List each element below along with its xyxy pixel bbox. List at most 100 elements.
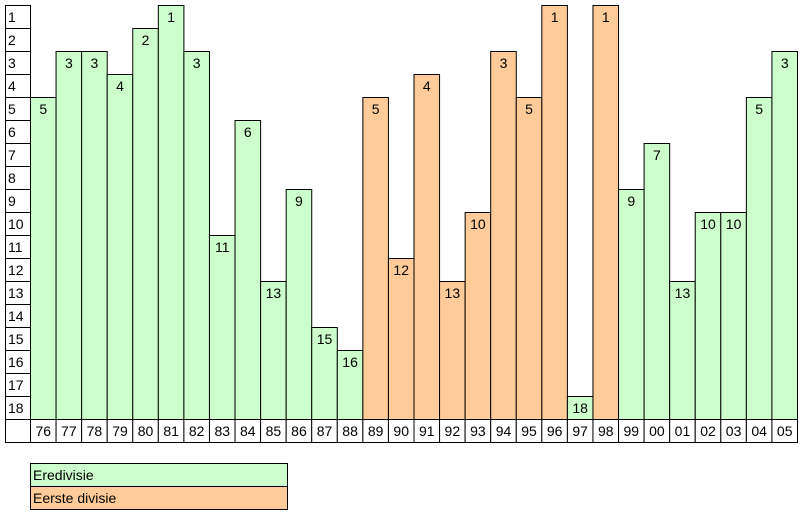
bar-value-label: 16 — [342, 354, 358, 370]
x-tick-label: 96 — [547, 423, 563, 439]
legend-label: Eredivisie — [33, 467, 94, 483]
y-tick-label: 12 — [8, 262, 24, 278]
bar-value-label: 15 — [317, 331, 333, 347]
bar-value-label: 18 — [572, 400, 588, 416]
y-tick-label: 7 — [8, 147, 16, 163]
bar-77 — [55, 51, 83, 420]
bar-value-label: 13 — [675, 285, 691, 301]
bar-95 — [515, 97, 543, 420]
x-tick-label: 85 — [266, 423, 282, 439]
x-tick-label: 81 — [163, 423, 179, 439]
bar-91 — [413, 74, 441, 420]
bar-86 — [285, 189, 313, 420]
bar-83 — [208, 235, 236, 420]
y-tick-label: 6 — [8, 124, 16, 140]
bar-value-label: 2 — [142, 32, 150, 48]
y-tick-label: 15 — [8, 331, 24, 347]
bar-value-label: 4 — [423, 78, 431, 94]
x-tick-label: 88 — [342, 423, 358, 439]
bar-94 — [490, 51, 517, 420]
bar-78 — [81, 51, 108, 420]
bar-79 — [106, 74, 134, 420]
bar-00 — [643, 143, 671, 420]
bar-value-label: 3 — [500, 55, 508, 71]
bar-value-label: 1 — [551, 9, 559, 25]
bar-85 — [260, 281, 287, 420]
x-tick-label: 80 — [138, 423, 154, 439]
bar-value-label: 9 — [627, 193, 635, 209]
bar-01 — [669, 281, 696, 420]
bar-value-label: 5 — [372, 101, 380, 117]
x-tick-label: 76 — [35, 423, 51, 439]
x-tick-label: 79 — [112, 423, 128, 439]
x-tick-label: 87 — [317, 423, 333, 439]
bar-value-label: 11 — [215, 239, 230, 255]
x-tick-label: 94 — [496, 423, 512, 439]
x-tick-label: 83 — [214, 423, 230, 439]
bar-81 — [157, 5, 185, 420]
x-tick-label: 99 — [624, 423, 640, 439]
bar-88 — [336, 350, 364, 420]
x-tick-label: 97 — [572, 423, 588, 439]
x-tick-label: 92 — [445, 423, 461, 439]
bar-value-label: 3 — [65, 55, 73, 71]
bar-93 — [464, 212, 492, 420]
x-tick-label: 89 — [368, 423, 384, 439]
x-tick-label: 02 — [700, 423, 716, 439]
x-tick-label: 98 — [598, 423, 614, 439]
y-tick-label: 9 — [8, 193, 16, 209]
bar-value-label: 5 — [755, 101, 763, 117]
x-tick-label: 86 — [291, 423, 307, 439]
y-tick-label: 1 — [8, 9, 16, 25]
y-tick-label: 16 — [8, 354, 24, 370]
x-tick-label: 78 — [87, 423, 103, 439]
bar-76 — [30, 97, 57, 420]
y-tick-label: 3 — [8, 55, 16, 71]
x-tick-label: 01 — [675, 423, 691, 439]
bar-value-label: 1 — [167, 9, 175, 25]
bar-05 — [771, 51, 799, 420]
bar-82 — [183, 51, 210, 420]
bar-99 — [618, 189, 645, 420]
bar-value-label: 5 — [525, 101, 533, 117]
y-tick-label: 13 — [8, 285, 24, 301]
y-tick-label: 14 — [8, 308, 24, 324]
y-tick-label: 4 — [8, 78, 16, 94]
bar-value-label: 12 — [393, 262, 409, 278]
y-tick-label: 5 — [8, 101, 16, 117]
bar-value-label: 13 — [445, 285, 461, 301]
bar-value-label: 3 — [193, 55, 201, 71]
x-tick-label: 84 — [240, 423, 256, 439]
bar-value-label: 9 — [295, 193, 303, 209]
y-tick-label: 2 — [8, 32, 16, 48]
bar-value-label: 3 — [91, 55, 99, 71]
bar-96 — [541, 5, 568, 420]
legend-label: Eerste divisie — [33, 490, 116, 506]
y-tick-label: 18 — [8, 400, 24, 416]
x-axis-corner-cell — [5, 419, 31, 443]
x-tick-label: 93 — [470, 423, 486, 439]
x-tick-label: 03 — [726, 423, 742, 439]
bar-04 — [745, 97, 773, 420]
bar-value-label: 7 — [653, 147, 661, 163]
x-tick-label: 95 — [521, 423, 537, 439]
bar-value-label: 13 — [266, 285, 282, 301]
bar-value-label: 10 — [470, 216, 486, 232]
bar-value-label: 4 — [116, 78, 124, 94]
bar-98 — [592, 5, 620, 420]
bar-92 — [439, 281, 466, 420]
bar-value-label: 10 — [726, 216, 742, 232]
x-tick-label: 82 — [189, 423, 205, 439]
bar-90 — [387, 258, 415, 420]
bar-value-label: 6 — [244, 124, 252, 140]
bar-89 — [362, 97, 389, 420]
x-tick-label: 04 — [751, 423, 767, 439]
y-tick-label: 8 — [8, 170, 16, 186]
y-tick-label: 11 — [8, 239, 23, 255]
bar-value-label: 1 — [602, 9, 610, 25]
y-tick-label: 17 — [8, 377, 24, 393]
bar-02 — [694, 212, 722, 420]
bar-value-label: 3 — [781, 55, 789, 71]
x-tick-label: 00 — [649, 423, 665, 439]
